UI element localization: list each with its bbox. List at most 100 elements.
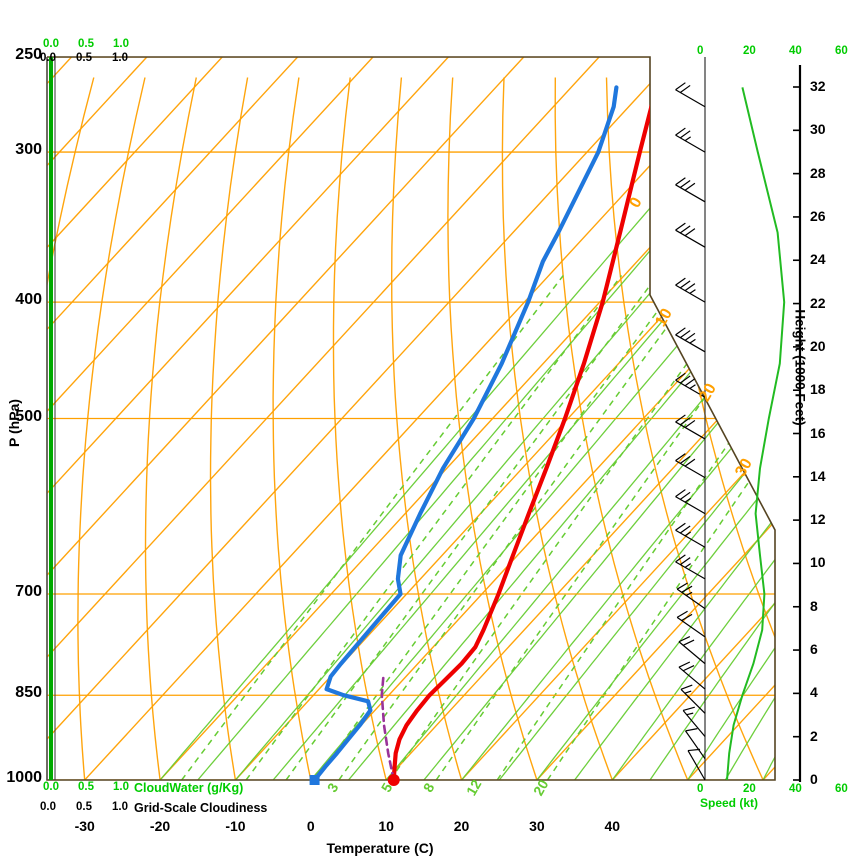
wind-barb xyxy=(675,82,706,108)
cloudiness-tick-bottom: 1.0 xyxy=(112,801,128,813)
speed-tick-bottom: 0 xyxy=(697,783,704,795)
mixing-ratio-label: 12 xyxy=(463,777,485,799)
wind-barb-full-flag xyxy=(675,127,686,136)
wind-barb-full-flag xyxy=(675,177,686,186)
temperature-tick-label: -10 xyxy=(225,818,246,834)
wind-barb-full-flag xyxy=(680,684,693,690)
wind-barb-half-flag xyxy=(684,531,692,537)
saturated-adiabat-line xyxy=(461,57,775,780)
wind-barb-shaft xyxy=(687,750,706,781)
wind-barb xyxy=(678,636,706,665)
height-tick-label: 20 xyxy=(810,337,826,354)
isotherm-line xyxy=(47,57,223,780)
wind-barb-half-flag xyxy=(684,136,692,142)
height-tick-label: 16 xyxy=(810,424,826,441)
speed-axis-label: Speed (kt) xyxy=(700,796,759,810)
wind-barb-full-flag xyxy=(678,661,691,668)
wind-barb-full-flag xyxy=(681,613,693,622)
wind-barb-full-flag xyxy=(678,636,691,643)
pressure-tick-label: 250 xyxy=(15,46,42,63)
cloudwater-tick-bottom: 0.0 xyxy=(43,781,59,793)
wind-barb-half-flag xyxy=(685,591,693,597)
wind-barb-full-flag xyxy=(676,610,688,618)
dewpoint-profile xyxy=(312,85,619,780)
wind-barb-full-flag xyxy=(675,327,686,336)
speed-tick-top: 20 xyxy=(743,45,756,57)
saturated-adiabat-line xyxy=(536,57,775,780)
wind-barb-full-flag xyxy=(684,419,696,428)
cloudwater-tick-top: 0.0 xyxy=(43,38,59,50)
wind-barb xyxy=(675,177,706,203)
wind-barb xyxy=(685,728,706,760)
temperature-axis-label: Temperature (C) xyxy=(326,840,434,856)
isotherm-line xyxy=(611,57,775,780)
wind-barb-half-flag xyxy=(689,384,696,389)
wind-barb xyxy=(675,127,706,153)
wind-barb-full-flag xyxy=(681,585,693,593)
wind-barb-full-flag xyxy=(679,330,691,339)
cloudwater-tick-top: 1.0 xyxy=(113,38,129,50)
speed-tick-bottom: 60 xyxy=(835,783,848,795)
isotherm-line xyxy=(47,57,374,780)
height-tick-label: 6 xyxy=(810,641,818,658)
dry-adiabat-line xyxy=(447,77,538,780)
wind-barb-full-flag xyxy=(675,489,686,498)
mixing-ratio-line xyxy=(181,274,564,780)
wind-barb-full-flag xyxy=(684,458,696,467)
wind-barb xyxy=(675,554,706,580)
wind-barb-full-flag xyxy=(679,455,691,464)
wind-barb-full-flag xyxy=(682,664,695,672)
wind-barb-half-flag xyxy=(689,338,696,344)
wind-barb-full-flag xyxy=(685,728,698,732)
temperature-tick-label: -30 xyxy=(74,818,95,834)
wind-barb-full-flag xyxy=(684,283,696,292)
pressure-tick-label: 400 xyxy=(15,291,42,309)
surface-dewpoint-marker xyxy=(309,775,320,785)
cloudiness-tick-top: 0.0 xyxy=(40,52,56,64)
wind-barb xyxy=(675,222,706,248)
cloudiness-tick-top: 1.0 xyxy=(112,52,128,64)
wind-barb-full-flag xyxy=(675,453,686,462)
mixing-ratio-line xyxy=(285,274,659,780)
saturated-adiabat-line xyxy=(611,57,775,780)
height-tick-label: 18 xyxy=(810,381,826,398)
dry-adiabat-line xyxy=(272,77,312,780)
height-tick-label: 8 xyxy=(810,597,818,614)
saturated-adiabat-line xyxy=(498,57,775,780)
surface-temperature-marker xyxy=(387,774,400,786)
saturated-adiabat-line xyxy=(348,57,775,780)
pressure-tick-label: 300 xyxy=(15,141,42,159)
wind-barb-full-flag xyxy=(684,228,696,237)
height-tick-label: 28 xyxy=(810,164,826,181)
wind-barb-half-flag xyxy=(684,497,692,503)
surface-markers xyxy=(309,774,400,786)
wind-barb xyxy=(675,522,706,548)
wind-barb-full-flag xyxy=(676,582,688,590)
parcel-curve xyxy=(380,675,395,780)
isotherm-label: 30 xyxy=(732,456,756,480)
isotherm-line xyxy=(47,57,299,780)
wind-barb xyxy=(678,661,706,690)
height-tick-label: 22 xyxy=(810,294,826,311)
saturated-adiabat-line xyxy=(197,57,775,780)
height-tick-label: 26 xyxy=(810,207,826,224)
temperature-tick-label: 10 xyxy=(378,818,394,834)
pressure-tick-label: 700 xyxy=(15,582,42,600)
temperature-tick-label: 40 xyxy=(604,818,621,834)
wind-barb-half-flag xyxy=(684,563,692,568)
height-tick-label: 12 xyxy=(810,511,826,528)
mixing-ratio-line xyxy=(389,274,752,780)
wind-barb-full-flag xyxy=(675,414,686,423)
wind-barb xyxy=(676,610,706,638)
temperature-curve xyxy=(391,85,660,780)
pressure-tick-label: 850 xyxy=(15,684,42,702)
mixing-ratio-line xyxy=(496,274,775,780)
mixing-ratio-line xyxy=(245,274,623,780)
pressure-tick-label: 1000 xyxy=(6,769,42,786)
height-tick-label: 0 xyxy=(810,771,818,787)
wind-barb-full-flag xyxy=(679,417,691,426)
speed-tick-bottom: 20 xyxy=(743,783,756,795)
wind-barb xyxy=(675,327,706,353)
wind-barb-full-flag xyxy=(675,554,686,563)
